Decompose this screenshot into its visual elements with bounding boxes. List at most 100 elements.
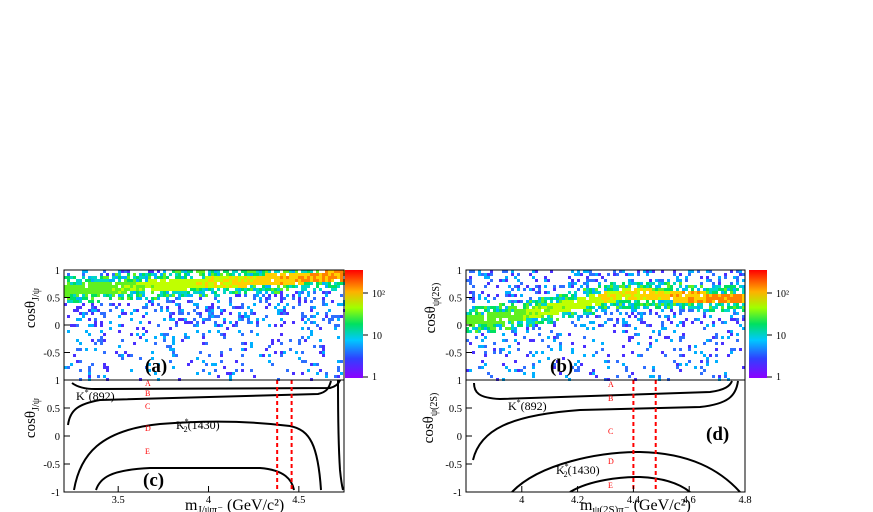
heatmap-cell: [292, 306, 295, 309]
heatmap-cell: [289, 282, 292, 285]
heatmap-cell: [505, 339, 508, 342]
heatmap-cell: [628, 291, 631, 294]
heatmap-cell: [265, 297, 268, 300]
heatmap-cell: [340, 360, 343, 363]
heatmap-cell: [589, 294, 592, 297]
heatmap-cell: [109, 282, 112, 285]
heatmap-cell: [616, 297, 619, 300]
heatmap-cell: [211, 270, 214, 273]
heatmap-cell: [91, 300, 94, 303]
heatmap-cell: [226, 288, 229, 291]
heatmap-cell: [91, 306, 94, 309]
heatmap-cell: [538, 303, 541, 306]
heatmap-cell: [106, 273, 109, 276]
heatmap-cell: [547, 315, 550, 318]
xtick-label: 4.6: [683, 495, 696, 506]
heatmap-cell: [481, 306, 484, 309]
heatmap-cell: [607, 318, 610, 321]
heatmap-cell: [484, 306, 487, 309]
heatmap-cell: [148, 276, 151, 279]
heatmap-cell: [652, 375, 655, 378]
xtick-label: 4: [206, 495, 212, 506]
heatmap-cell: [691, 291, 694, 294]
heatmap-cell: [547, 318, 550, 321]
heatmap-cell: [637, 273, 640, 276]
heatmap-cell: [214, 276, 217, 279]
heatmap-cell: [550, 303, 553, 306]
heatmap-cell: [700, 360, 703, 363]
heatmap-cell: [622, 306, 625, 309]
heatmap-cell: [535, 306, 538, 309]
heatmap-cell: [721, 336, 724, 339]
heatmap-cell: [85, 279, 88, 282]
heatmap-cell: [73, 354, 76, 357]
heatmap-cell: [565, 303, 568, 306]
heatmap-cell: [589, 303, 592, 306]
heatmap-cell: [730, 297, 733, 300]
heatmap-cell: [319, 276, 322, 279]
heatmap-cell: [298, 300, 301, 303]
heatmap-cell: [181, 309, 184, 312]
heatmap-cell: [595, 288, 598, 291]
heatmap-cell: [688, 285, 691, 288]
heatmap-cell: [700, 291, 703, 294]
heatmap-cell: [706, 360, 709, 363]
heatmap-cell: [220, 324, 223, 327]
heatmap-cell: [595, 375, 598, 378]
heatmap-cell: [466, 321, 469, 324]
heatmap-cell: [490, 270, 493, 273]
heatmap-cell: [154, 285, 157, 288]
heatmap-cell: [562, 300, 565, 303]
heatmap-cell: [190, 270, 193, 273]
heatmap-cell: [64, 285, 67, 288]
heatmap-cell: [490, 327, 493, 330]
panel-b-label: (b): [550, 356, 573, 377]
heatmap-cell: [535, 312, 538, 315]
heatmap-cell: [523, 315, 526, 318]
heatmap-cell: [526, 327, 529, 330]
heatmap-cell: [70, 324, 73, 327]
heatmap-cell: [79, 297, 82, 300]
heatmap-cell: [712, 324, 715, 327]
heatmap-cell: [196, 306, 199, 309]
heatmap-cell: [487, 300, 490, 303]
heatmap-cell: [484, 324, 487, 327]
heatmap-cell: [88, 366, 91, 369]
heatmap-cell: [646, 285, 649, 288]
heatmap-cell: [706, 297, 709, 300]
heatmap-cell: [184, 318, 187, 321]
heatmap-cell: [235, 276, 238, 279]
heatmap-cell: [337, 315, 340, 318]
heatmap-cell: [211, 306, 214, 309]
heatmap-cell: [67, 300, 70, 303]
heatmap-cell: [100, 321, 103, 324]
heatmap-cell: [250, 330, 253, 333]
heatmap-cell: [658, 279, 661, 282]
heatmap-cell: [199, 282, 202, 285]
heatmap-cell: [169, 318, 172, 321]
heatmap-cell: [694, 294, 697, 297]
heatmap-cell: [130, 285, 133, 288]
heatmap-cell: [472, 297, 475, 300]
heatmap-cell: [679, 369, 682, 372]
heatmap-cell: [187, 285, 190, 288]
heatmap-cell: [166, 345, 169, 348]
ytick-label: 0.5: [449, 404, 462, 415]
heatmap-cell: [286, 312, 289, 315]
heatmap-cell: [121, 270, 124, 273]
heatmap-cell: [655, 294, 658, 297]
heatmap-cell: [184, 270, 187, 273]
heatmap-cell: [100, 273, 103, 276]
heatmap-cell: [337, 336, 340, 339]
heatmap-cell: [496, 309, 499, 312]
heatmap-cell: [175, 273, 178, 276]
heatmap-cell: [235, 306, 238, 309]
heatmap-cell: [166, 276, 169, 279]
heatmap-cell: [616, 273, 619, 276]
heatmap-cell: [583, 297, 586, 300]
heatmap-cell: [112, 288, 115, 291]
heatmap-cell: [70, 288, 73, 291]
heatmap-cell: [187, 282, 190, 285]
heatmap-cell: [196, 357, 199, 360]
heatmap-cell: [307, 369, 310, 372]
